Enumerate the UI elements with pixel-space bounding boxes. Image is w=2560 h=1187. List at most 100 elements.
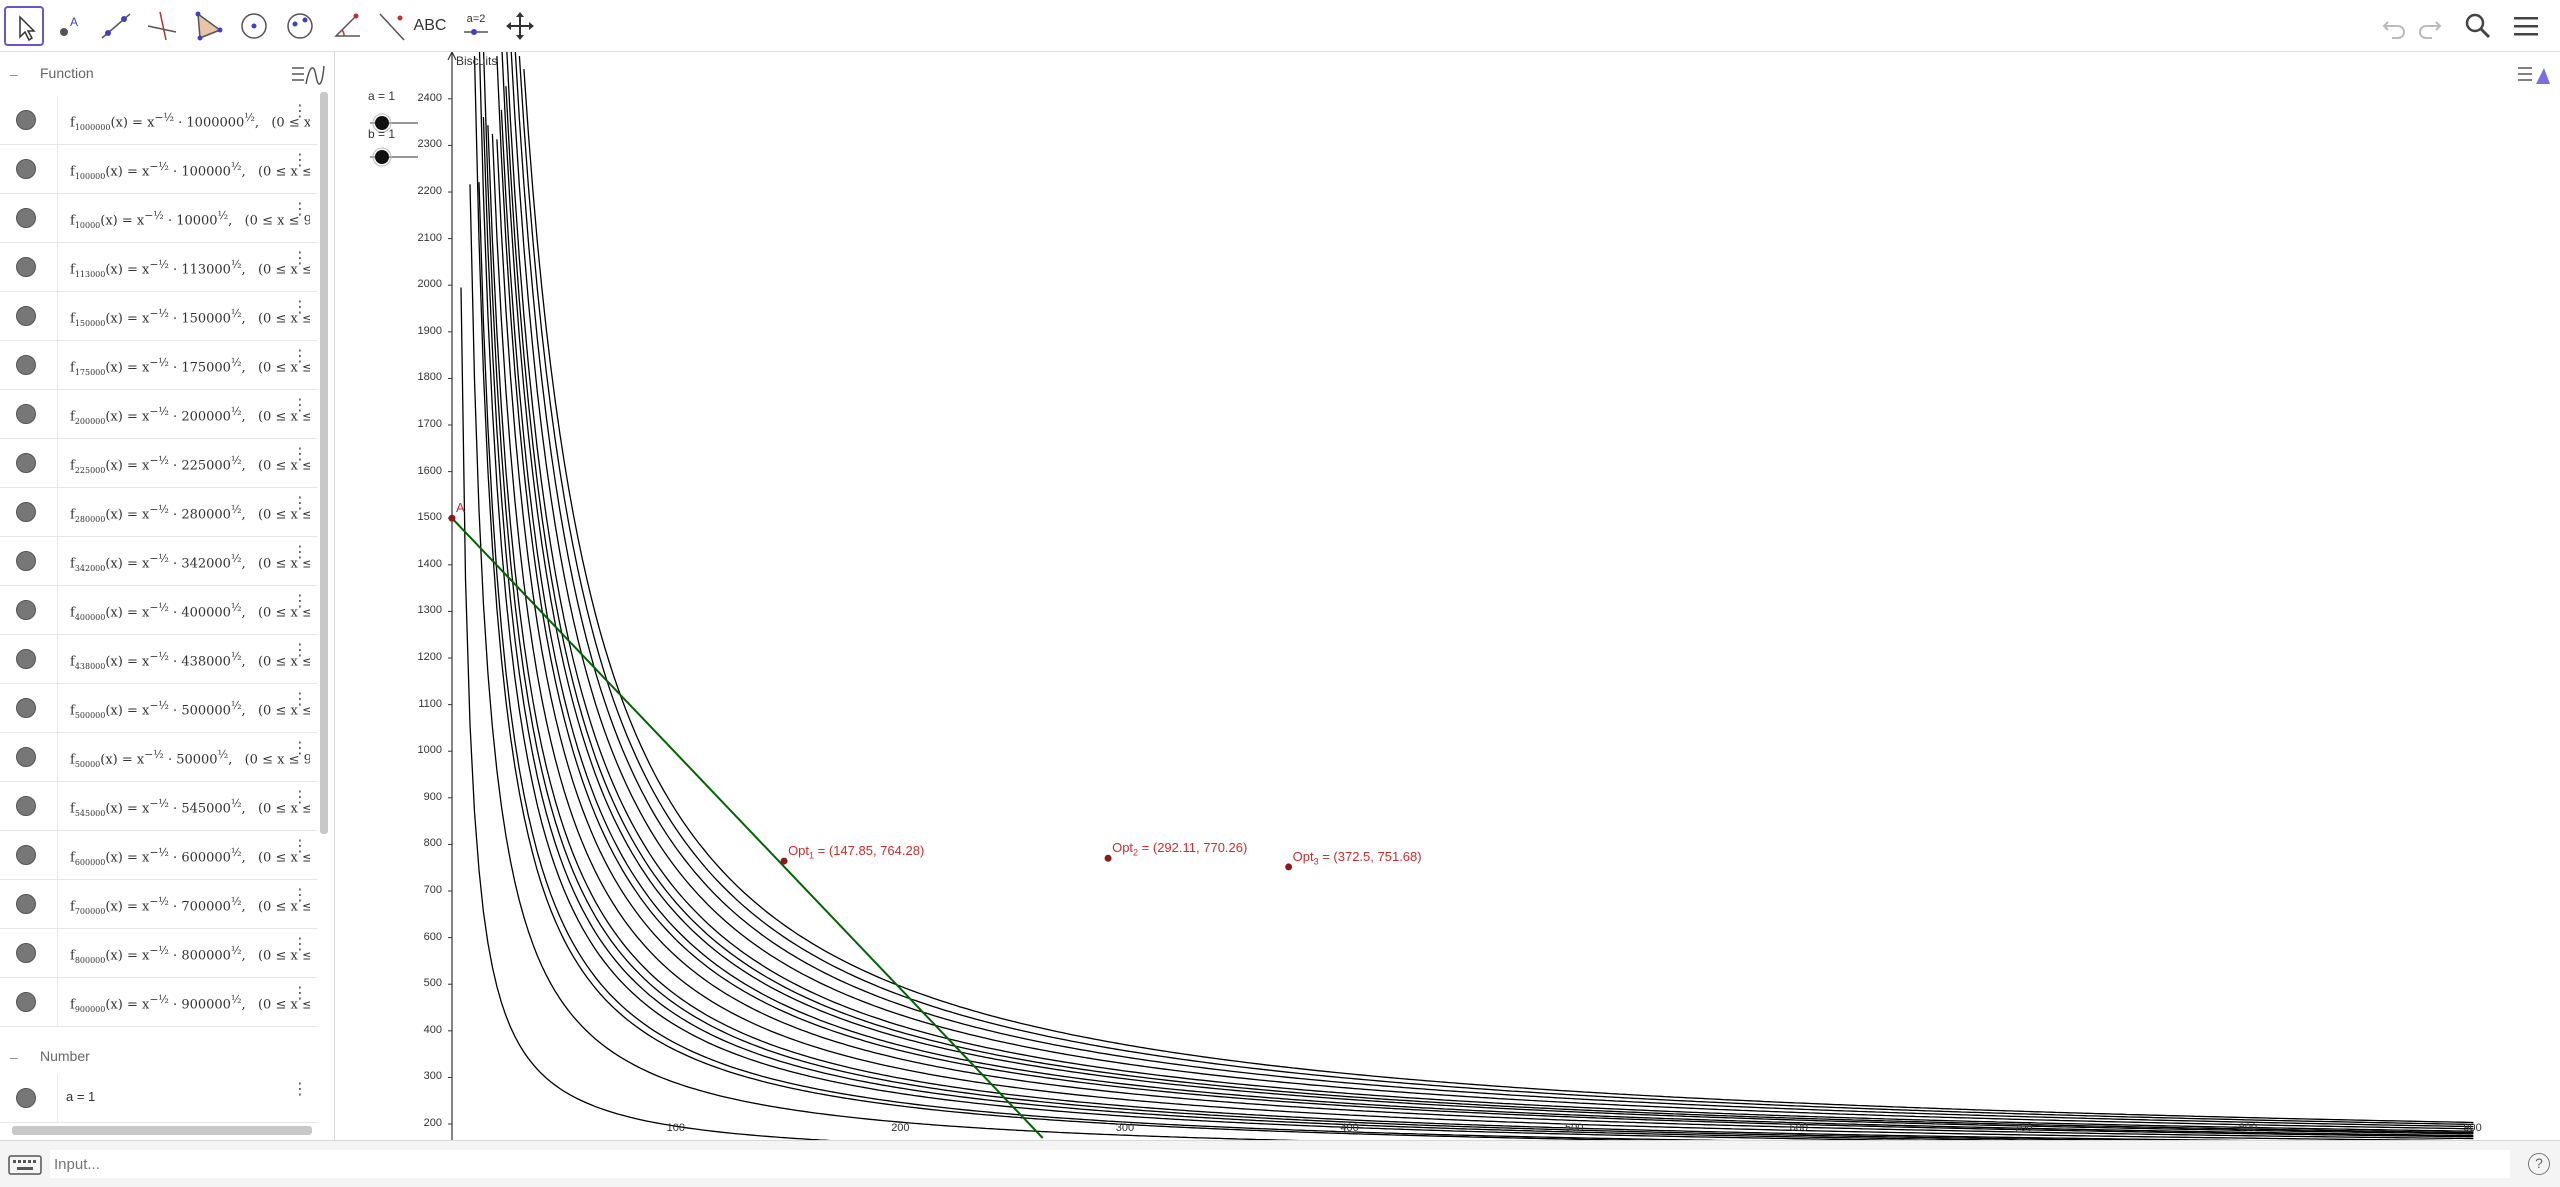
algebra-horizontal-scrollbar[interactable] [12,1126,312,1135]
more-options-icon[interactable]: ⋮ [292,446,308,463]
visibility-toggle[interactable] [16,306,36,326]
more-options-icon[interactable]: ⋮ [292,1081,308,1098]
algebra-row-function[interactable]: f500000(x) = x−½ · 500000½, (0 ≤ x ≤ 900… [0,684,318,733]
more-options-icon[interactable]: ⋮ [292,593,308,610]
redo-button[interactable] [2414,10,2446,42]
visibility-toggle[interactable] [16,355,36,375]
more-options-icon[interactable]: ⋮ [292,495,308,512]
text-tool[interactable]: ABC [410,6,450,46]
visibility-toggle[interactable] [16,747,36,767]
indifference-curve[interactable] [460,287,2473,1141]
more-options-icon[interactable]: ⋮ [292,789,308,806]
algebra-row-function[interactable]: f800000(x) = x−½ · 800000½, (0 ≤ x ≤ 900… [0,929,318,978]
undo-button[interactable] [2378,10,2410,42]
visibility-toggle[interactable] [16,1088,36,1108]
move-graphics-tool[interactable] [500,6,540,46]
slider-knob[interactable] [375,116,389,130]
function-category-header[interactable]: – Function [0,52,325,96]
algebra-row-function[interactable]: f100000(x) = x−½ · 100000½, (0 ≤ x ≤ 900… [0,145,318,194]
indifference-curve[interactable] [469,184,2473,1140]
circle-tool[interactable] [234,6,274,46]
indifference-curve[interactable] [501,52,2474,1135]
indifference-curve[interactable] [518,56,2474,1126]
visibility-toggle[interactable] [16,845,36,865]
algebra-row-function[interactable]: f50000(x) = x−½ · 50000½, (0 ≤ x ≤ 900)⋮ [0,733,318,782]
algebra-row-function[interactable]: f600000(x) = x−½ · 600000½, (0 ≤ x ≤ 900… [0,831,318,880]
indifference-curve[interactable] [478,182,2473,1140]
more-options-icon[interactable]: ⋮ [292,299,308,316]
angle-tool[interactable] [326,6,366,46]
indifference-curve[interactable] [491,133,2473,1140]
indifference-curve[interactable] [500,109,2474,1137]
more-options-icon[interactable]: ⋮ [292,397,308,414]
indifference-curve[interactable] [473,56,2474,1140]
number-category-header[interactable]: – Number [0,1035,325,1079]
more-options-icon[interactable]: ⋮ [292,887,308,904]
indifference-curve[interactable] [482,116,2473,1140]
algebra-row-function[interactable]: f400000(x) = x−½ · 400000½, (0 ≤ x ≤ 900… [0,586,318,635]
opt-point[interactable] [1285,863,1293,871]
visibility-toggle[interactable] [16,992,36,1012]
algebra-row-function[interactable]: f342000(x) = x−½ · 342000½, (0 ≤ x ≤ 900… [0,537,318,586]
keyboard-toggle[interactable] [8,1154,42,1176]
slider-knob[interactable] [375,150,389,164]
more-options-icon[interactable]: ⋮ [292,544,308,561]
visibility-toggle[interactable] [16,502,36,522]
indifference-curve[interactable] [523,69,2474,1124]
algebra-row-function[interactable]: f900000(x) = x−½ · 900000½, (0 ≤ x ≤ 900… [0,978,318,1027]
visibility-toggle[interactable] [16,600,36,620]
algebra-vertical-scrollbar[interactable] [320,92,328,834]
visibility-toggle[interactable] [16,894,36,914]
algebra-input-field[interactable] [50,1150,2510,1178]
more-options-icon[interactable]: ⋮ [292,740,308,757]
algebra-row-function[interactable]: f175000(x) = x−½ · 175000½, (0 ≤ x ≤ 900… [0,341,318,390]
indifference-curve[interactable] [506,52,2474,1132]
more-options-icon[interactable]: ⋮ [292,985,308,1002]
visibility-toggle[interactable] [16,551,36,571]
budget-line[interactable] [451,517,1044,1139]
visibility-toggle[interactable] [16,110,36,130]
algebra-row-function[interactable]: f700000(x) = x−½ · 700000½, (0 ≤ x ≤ 900… [0,880,318,929]
algebra-row-function[interactable]: f10000(x) = x−½ · 10000½, (0 ≤ x ≤ 900)⋮ [0,194,318,243]
more-options-icon[interactable]: ⋮ [292,348,308,365]
move-tool[interactable] [4,6,44,46]
algebra-row-function[interactable]: f1000000(x) = x−½ · 1000000½, (0 ≤ x ≤ 9… [0,96,318,145]
graph-canvas[interactable] [336,52,2560,1140]
more-options-icon[interactable]: ⋮ [292,838,308,855]
more-options-icon[interactable]: ⋮ [292,250,308,267]
visibility-toggle[interactable] [16,943,36,963]
point-tool[interactable]: A [50,6,90,46]
visibility-toggle[interactable] [16,208,36,228]
indifference-curve[interactable] [482,52,2473,1140]
polygon-tool[interactable] [188,6,228,46]
indifference-curve[interactable] [505,86,2474,1134]
visibility-toggle[interactable] [16,649,36,669]
more-options-icon[interactable]: ⋮ [292,152,308,169]
reflect-tool[interactable] [372,6,412,46]
help-icon[interactable]: ? [2528,1153,2550,1175]
more-options-icon[interactable]: ⋮ [292,936,308,953]
visibility-toggle[interactable] [16,404,36,424]
algebra-row-function[interactable]: f280000(x) = x−½ · 280000½, (0 ≤ x ≤ 900… [0,488,318,537]
visibility-toggle[interactable] [16,796,36,816]
more-options-icon[interactable]: ⋮ [292,103,308,120]
ellipse-tool[interactable] [280,6,320,46]
visibility-toggle[interactable] [16,257,36,277]
perpendicular-line-tool[interactable] [142,6,182,46]
indifference-curve[interactable] [510,52,2474,1130]
visibility-toggle[interactable] [16,698,36,718]
indifference-curve[interactable] [496,139,2474,1140]
point-a[interactable] [448,514,456,522]
graphics-view[interactable]: Biscuits a = 1 b = 1 2400 2300 2200 2100 200… [336,52,2560,1140]
algebra-row-function[interactable]: f545000(x) = x−½ · 545000½, (0 ≤ x ≤ 900… [0,782,318,831]
algebra-row-function[interactable]: f200000(x) = x−½ · 200000½, (0 ≤ x ≤ 900… [0,390,318,439]
slider-tool[interactable]: a=2 [456,6,496,46]
visibility-toggle[interactable] [16,453,36,473]
algebra-style-toggle[interactable] [286,60,326,92]
line-tool[interactable] [96,6,136,46]
indifference-curve[interactable] [487,125,2473,1140]
indifference-curve[interactable] [514,52,2474,1128]
indifference-curve[interactable] [478,52,2473,1140]
algebra-row-function[interactable]: f113000(x) = x−½ · 113000½, (0 ≤ x ≤ 900… [0,243,318,292]
visibility-toggle[interactable] [16,159,36,179]
